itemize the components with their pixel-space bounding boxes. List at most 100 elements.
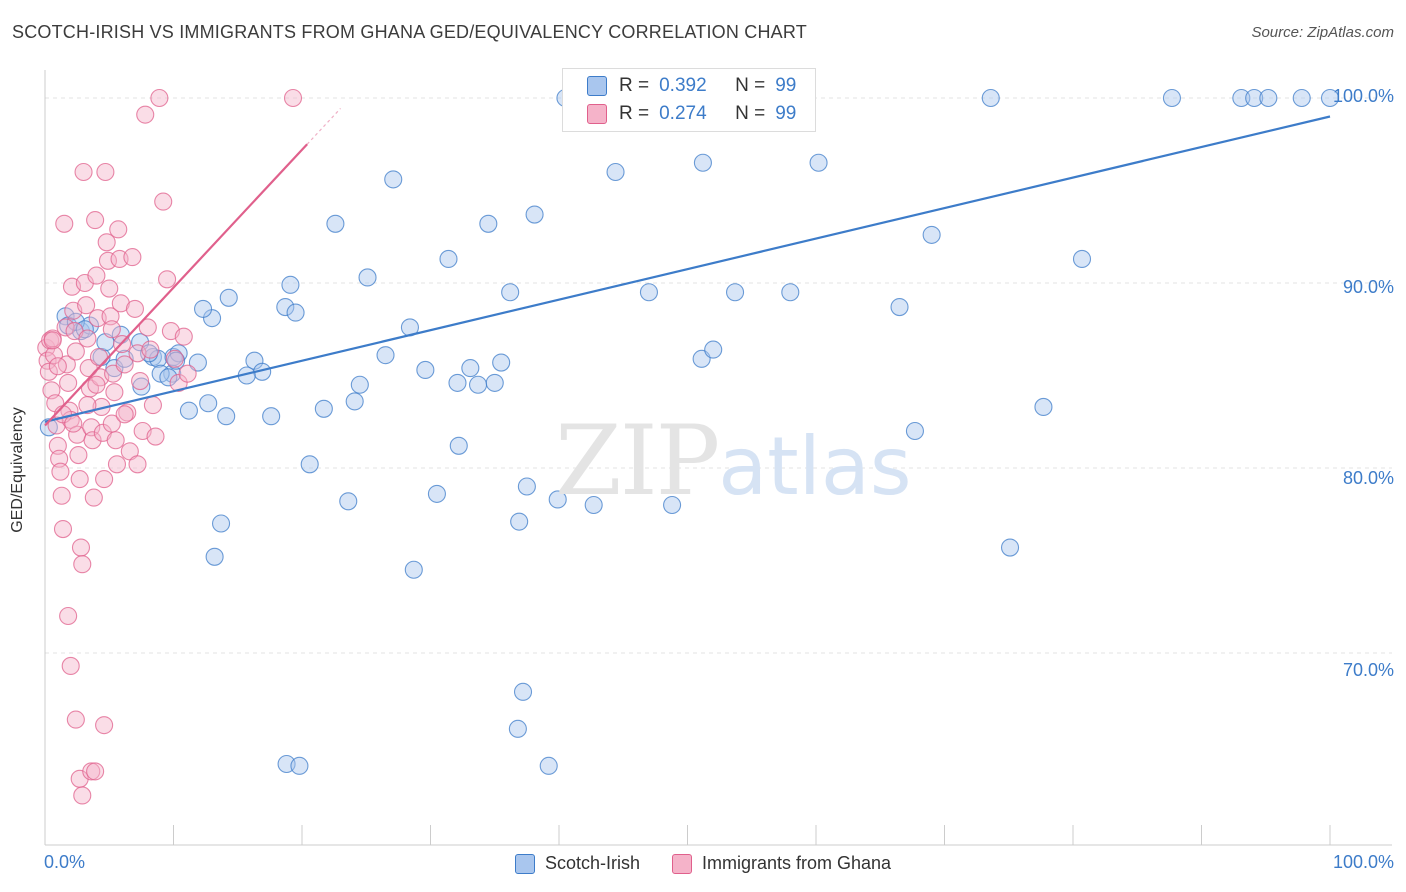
legend-item-ghana: Immigrants from Ghana <box>671 853 892 874</box>
ghana-point <box>78 396 97 415</box>
ghana-point <box>97 233 116 252</box>
ghana-point <box>125 299 144 318</box>
ghana-point <box>98 251 118 270</box>
ghana-point <box>95 716 114 735</box>
scotch-irish-point <box>326 214 345 233</box>
scotch-irish-point <box>809 153 828 172</box>
scotch-irish-point <box>513 682 533 701</box>
ghana-point <box>136 105 155 124</box>
scotch-irish-point <box>427 484 446 503</box>
scotch-irish-point <box>606 162 625 182</box>
ghana-point <box>69 445 88 465</box>
legend-row-ghana: R = 0.274 N = 99 <box>587 101 796 127</box>
y-axis-label: GED/Equivalency <box>9 407 26 533</box>
legend-label-scotch-irish: Scotch-Irish <box>544 853 640 873</box>
ghana-point <box>102 414 121 433</box>
ghana-point <box>96 162 115 182</box>
y-tick-label-70: 70.0% <box>1342 660 1394 680</box>
ghana-point <box>118 403 137 422</box>
ghana-point <box>70 470 89 489</box>
scotch-irish-point <box>548 490 567 509</box>
ghana-point <box>71 538 91 557</box>
scotch-irish-point <box>132 377 151 396</box>
ghana-point <box>107 455 127 474</box>
ghana-trendline <box>44 143 308 427</box>
ghana-point <box>57 355 76 374</box>
scotch-irish-point <box>492 353 511 372</box>
chart-title: SCOTCH-IRISH VS IMMIGRANTS FROM GHANA GE… <box>12 22 807 42</box>
scotch-irish-point <box>539 756 558 775</box>
legend-r-value: 0.274 <box>659 103 707 124</box>
ghana-point <box>105 383 124 402</box>
y-tick-label-90: 90.0% <box>1342 277 1394 297</box>
scotch-irish-point <box>981 88 1000 108</box>
scotch-irish-point <box>1000 538 1020 557</box>
ghana-point <box>84 488 103 507</box>
scotch-irish-point <box>510 512 529 531</box>
ghana-point <box>66 342 85 361</box>
legend-row-scotch-irish: R = 0.392 N = 99 <box>587 73 796 99</box>
scotch-irish-point <box>286 303 305 322</box>
ghana-point <box>154 192 173 211</box>
ghana-point <box>87 375 106 394</box>
scotch-irish-point <box>1320 88 1340 108</box>
watermark: ZIPatlas <box>555 405 912 517</box>
ghana-point <box>115 405 134 424</box>
legend-r-label: R = <box>619 75 650 96</box>
scotch-irish-trendline <box>44 115 1331 423</box>
scotch-irish-point <box>1162 88 1181 108</box>
scotch-irish-point <box>485 373 504 392</box>
scotch-irish-point <box>314 399 333 418</box>
ghana-point <box>111 294 130 313</box>
ghana-point <box>78 329 97 348</box>
ghana-point <box>150 88 169 108</box>
legend-n-label: N = <box>735 75 766 96</box>
ghana-point <box>48 436 67 455</box>
ghana-point <box>158 270 177 289</box>
ghana-point <box>138 318 157 337</box>
scotch-irish-point <box>339 492 358 511</box>
scotch-irish-point <box>1259 88 1278 108</box>
scotch-irish-point <box>584 495 603 515</box>
ghana-point <box>123 248 142 267</box>
scotch-irish-point <box>468 375 488 394</box>
ghana-point <box>165 349 184 368</box>
scotch-irish-point <box>345 392 364 411</box>
scotch-irish-point <box>199 394 218 413</box>
scotch-irish-point <box>1292 88 1311 108</box>
legend-label-ghana: Immigrants from Ghana <box>701 853 892 873</box>
scotch-irish-point <box>416 360 435 380</box>
ghana-point <box>86 762 105 781</box>
scotch-irish-point <box>890 297 909 317</box>
ghana-point <box>86 211 105 230</box>
ghana-point <box>59 606 78 626</box>
scotch-irish-point <box>1072 249 1092 269</box>
scotch-irish-point <box>449 436 468 455</box>
ghana-trendline-extension <box>306 108 341 145</box>
ghana-point <box>52 486 71 505</box>
ghana-point <box>89 347 109 367</box>
scotch-irish-point <box>217 407 236 426</box>
ghana-point <box>77 296 96 315</box>
ghana-point <box>82 762 101 781</box>
scotch-irish-point <box>188 353 207 372</box>
scotch-irish-point <box>461 359 480 378</box>
ghana-point <box>146 427 165 446</box>
scotch-irish-point <box>704 340 723 359</box>
ghana-point <box>39 362 58 381</box>
legend-swatch-blue <box>587 76 607 96</box>
scotch-irish-point <box>725 283 745 302</box>
legend-n-value: 99 <box>775 103 797 124</box>
scotch-irish-point <box>501 283 520 302</box>
ghana-point <box>283 88 303 108</box>
scotch-irish-point <box>350 375 369 394</box>
scotch-irish-point <box>159 368 178 387</box>
ghana-point <box>106 431 125 450</box>
scotch-irish-point <box>905 421 924 441</box>
scotch-irish-point <box>219 288 238 307</box>
ghana-point <box>55 214 74 233</box>
ghana-point <box>48 357 67 376</box>
scotch-irish-point <box>479 214 498 233</box>
ghana-point <box>56 318 75 337</box>
